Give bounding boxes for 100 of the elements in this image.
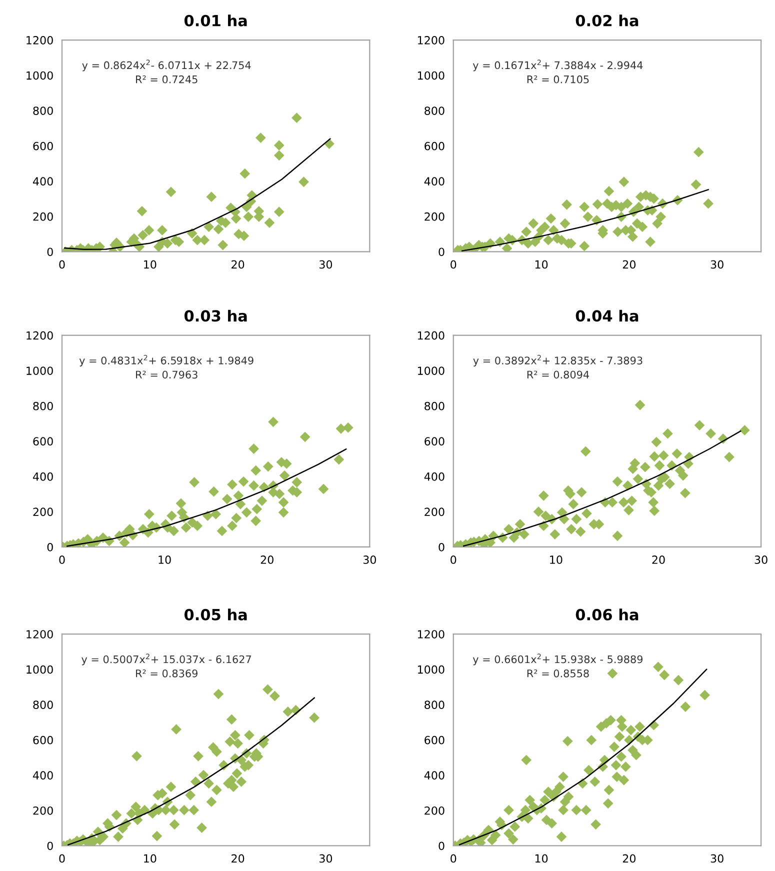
annotation: R² = 0.8558 xyxy=(527,669,589,678)
y-tick-label: 1200 xyxy=(418,36,444,44)
point xyxy=(144,225,154,236)
y-tick-label: 800 xyxy=(424,700,444,710)
point xyxy=(274,206,284,218)
x-tick-label: 0 xyxy=(450,854,456,863)
point xyxy=(166,186,176,198)
y-tick-label: 1200 xyxy=(418,331,444,340)
annotation: y = 0.1671x$^{2}$+ 7.3884x - 2.9944 xyxy=(472,60,643,72)
y-tick-label: 400 xyxy=(33,177,53,186)
x-tick-label: 10 xyxy=(535,854,548,863)
annotation: y = 0.5007x$^{2}$+ 15.037x - 6.1627 xyxy=(82,654,251,666)
x-tick-label: 10 xyxy=(158,556,171,564)
point xyxy=(230,213,242,224)
y-tick-label: 400 xyxy=(424,771,444,780)
y-tick-label: 800 xyxy=(424,106,444,115)
y-tick-label: 0 xyxy=(47,542,53,552)
x-tick-label: 30 xyxy=(363,556,376,564)
annotation: R² = 0.8094 xyxy=(527,370,590,379)
y-tick-label: 600 xyxy=(424,437,444,446)
y-tick-label: 800 xyxy=(33,402,53,410)
x-tick-label: 0 xyxy=(59,854,65,863)
y-tick-label: 0 xyxy=(47,248,53,256)
y-tick-label: 400 xyxy=(424,472,444,481)
y-tick-label: 200 xyxy=(424,806,444,815)
chart-title: 0.03 ha xyxy=(184,310,247,322)
y-tick-label: 600 xyxy=(33,437,53,446)
y-tick-label: 400 xyxy=(33,472,53,481)
y-tick-label: 200 xyxy=(33,212,53,221)
x-tick-label: 20 xyxy=(232,854,244,863)
x-tick-label: 0 xyxy=(450,260,456,269)
point xyxy=(274,150,284,161)
annotation: y = 0.6601x$^{2}$+ 15.938x - 5.9889 xyxy=(472,654,643,666)
y-tick-label: 1200 xyxy=(26,331,53,340)
y-tick-label: 1200 xyxy=(418,630,444,638)
x-tick-label: 10 xyxy=(144,260,156,269)
chart-title: 0.05 ha xyxy=(184,608,247,620)
point xyxy=(206,192,217,202)
point xyxy=(157,225,168,236)
annotation: R² = 0.7963 xyxy=(136,370,198,379)
x-tick-label: 30 xyxy=(710,260,724,269)
annotation: y = 0.4831x$^{2}$+ 6.5918x + 1.9849 xyxy=(79,354,254,366)
y-tick-label: 800 xyxy=(424,402,444,410)
y-tick-label: 200 xyxy=(424,212,444,221)
annotation: y = 0.8624x$^{2}$- 6.0711x + 22.754 xyxy=(82,60,251,72)
point xyxy=(255,132,266,143)
point xyxy=(243,212,254,222)
y-tick-label: 600 xyxy=(33,736,53,744)
y-tick-label: 1000 xyxy=(26,366,53,375)
y-tick-label: 0 xyxy=(47,842,53,850)
annotation: R² = 0.7105 xyxy=(527,75,589,84)
y-tick-label: 800 xyxy=(33,106,53,115)
y-tick-label: 600 xyxy=(424,736,444,744)
x-tick-label: 20 xyxy=(652,556,665,564)
x-tick-label: 0 xyxy=(450,556,456,564)
point xyxy=(138,230,148,240)
x-tick-label: 30 xyxy=(754,556,768,564)
y-tick-label: 0 xyxy=(438,248,444,256)
x-tick-label: 0 xyxy=(59,260,65,269)
x-tick-label: 10 xyxy=(550,556,562,564)
point xyxy=(298,176,309,188)
x-tick-label: 20 xyxy=(622,260,636,269)
y-tick-label: 1000 xyxy=(418,366,444,375)
x-tick-label: 10 xyxy=(535,260,548,269)
chart-title: 0.04 ha xyxy=(576,310,638,322)
x-tick-label: 20 xyxy=(260,556,274,564)
y-tick-label: 200 xyxy=(33,806,53,815)
y-tick-label: 400 xyxy=(424,177,444,186)
x-tick-label: 10 xyxy=(144,854,156,863)
annotation: R² = 0.8369 xyxy=(136,669,198,678)
x-tick-label: 0 xyxy=(59,556,65,564)
point xyxy=(240,168,250,179)
y-tick-label: 1000 xyxy=(26,665,53,674)
y-tick-label: 0 xyxy=(438,842,444,850)
y-tick-label: 1200 xyxy=(26,630,53,638)
y-tick-label: 200 xyxy=(424,508,444,516)
y-tick-label: 0 xyxy=(438,542,444,552)
x-tick-label: 30 xyxy=(320,260,332,269)
y-tick-label: 200 xyxy=(33,508,53,516)
y-tick-label: 600 xyxy=(424,142,444,150)
y-tick-label: 1000 xyxy=(26,71,53,80)
annotation: R² = 0.7245 xyxy=(136,75,198,84)
y-tick-label: 1200 xyxy=(26,36,53,44)
point xyxy=(218,240,228,250)
x-tick-label: 20 xyxy=(622,854,636,863)
y-tick-label: 600 xyxy=(33,142,53,150)
point xyxy=(292,112,302,124)
point xyxy=(213,224,224,234)
chart-title: 0.06 ha xyxy=(576,608,638,620)
point xyxy=(264,218,275,228)
x-tick-label: 30 xyxy=(320,854,332,863)
annotation: y = 0.3892x$^{2}$+ 12.835x - 7.3893 xyxy=(473,354,642,366)
line-series xyxy=(66,448,347,547)
y-tick-label: 400 xyxy=(33,771,53,780)
point xyxy=(199,234,210,246)
y-tick-label: 1000 xyxy=(418,665,444,674)
y-tick-label: 800 xyxy=(33,700,53,710)
point xyxy=(136,206,148,216)
chart-title: 0.02 ha xyxy=(576,14,638,26)
x-tick-label: 30 xyxy=(710,854,724,863)
